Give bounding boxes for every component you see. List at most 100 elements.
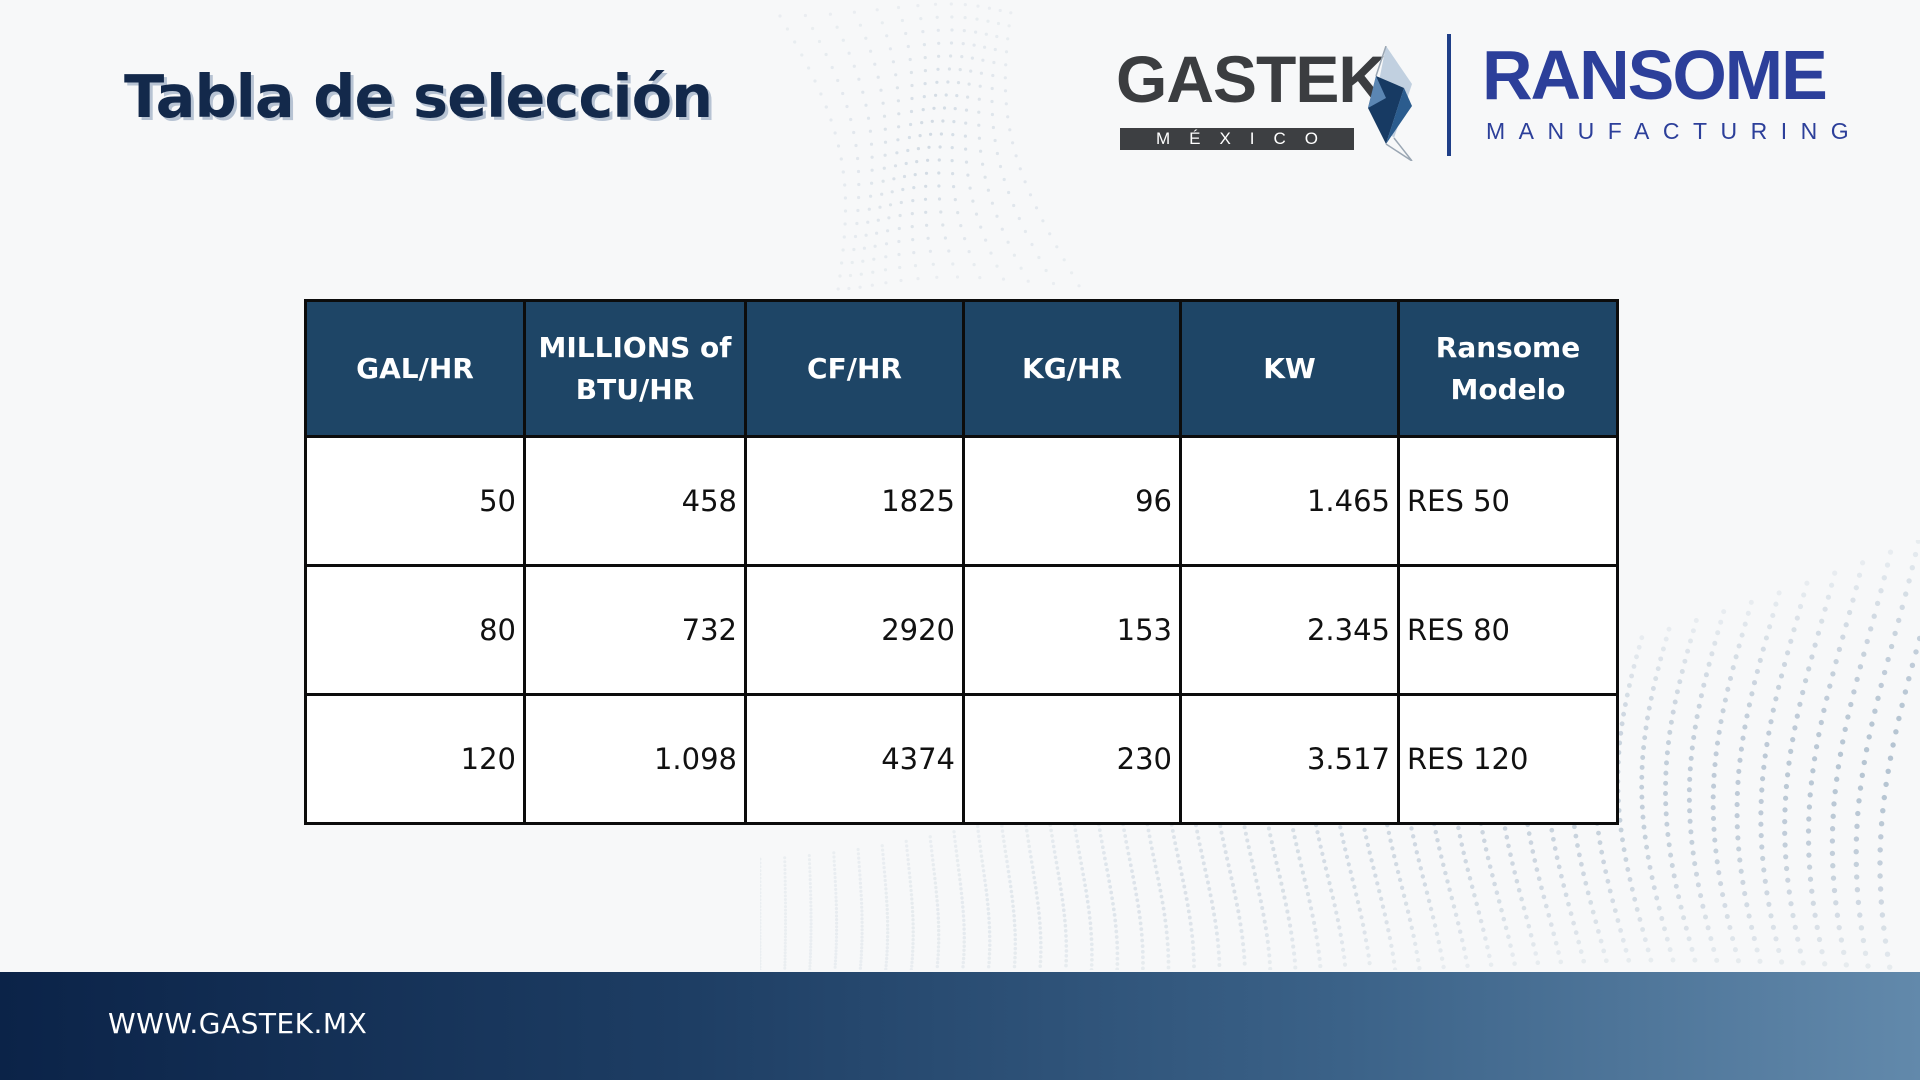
- decorative-dot: [1279, 881, 1284, 886]
- decorative-dot: [1325, 873, 1330, 878]
- decorative-dot: [1213, 918, 1218, 923]
- decorative-dot: [1913, 649, 1919, 655]
- decorative-dot: [1001, 277, 1006, 281]
- decorative-dot: [1869, 721, 1875, 727]
- decorative-dot: [905, 853, 910, 857]
- decorative-dot: [992, 60, 996, 65]
- decorative-dot: [1288, 923, 1293, 928]
- decorative-dot: [1465, 867, 1471, 873]
- decorative-dot: [860, 920, 864, 924]
- decorative-dot: [979, 225, 983, 229]
- decorative-dot: [859, 897, 863, 901]
- decorative-dot: [1766, 730, 1772, 736]
- decorative-dot: [935, 960, 940, 965]
- decorative-dot: [937, 928, 941, 933]
- decorative-dot: [1688, 755, 1694, 761]
- decorative-dot: [882, 870, 887, 874]
- decorative-dot: [870, 168, 874, 172]
- decorative-dot: [910, 212, 914, 216]
- decorative-dot: [833, 883, 838, 888]
- decorative-dot: [1029, 860, 1034, 864]
- decorative-dot: [1112, 913, 1117, 917]
- decorative-dot: [996, 21, 1001, 26]
- decorative-dot: [970, 56, 974, 60]
- decorative-dot: [1467, 876, 1473, 881]
- decorative-dot: [1390, 951, 1395, 956]
- decorative-dot: [1688, 638, 1693, 644]
- decorative-dot: [1149, 846, 1154, 851]
- decorative-dot: [1686, 936, 1692, 942]
- decorative-dot: [1645, 947, 1651, 953]
- decorative-dot: [911, 934, 915, 938]
- decorative-dot: [957, 873, 961, 877]
- decorative-dot: [1503, 925, 1509, 931]
- decorative-dot: [1089, 968, 1094, 970]
- decorative-dot: [1163, 918, 1168, 923]
- decorative-dot: [896, 99, 900, 103]
- decorative-dot: [1063, 923, 1068, 928]
- cell-kw: 3.517: [1179, 693, 1400, 825]
- decorative-dot: [1235, 902, 1239, 907]
- decorative-dot: [897, 252, 901, 257]
- decorative-dot: [935, 275, 939, 279]
- decorative-dot: [988, 939, 992, 943]
- decorative-dot: [834, 907, 838, 911]
- decorative-dot: [809, 942, 813, 946]
- decorative-dot: [890, 190, 894, 194]
- decorative-dot: [954, 844, 958, 848]
- decorative-dot: [1403, 901, 1409, 906]
- cell-ransome-modelo: RES 80: [1397, 564, 1619, 696]
- decorative-dot: [783, 875, 787, 879]
- decorative-dot: [1885, 768, 1891, 774]
- decorative-dot: [885, 953, 889, 957]
- decorative-dot: [1834, 776, 1840, 782]
- decorative-dot: [1006, 240, 1010, 244]
- decorative-dot: [1718, 881, 1724, 887]
- decorative-dot: [911, 922, 915, 926]
- decorative-dot: [1694, 714, 1700, 720]
- decorative-dot: [1734, 824, 1740, 830]
- decorative-dot: [1687, 818, 1693, 824]
- decorative-dot: [974, 212, 979, 216]
- decorative-dot: [1548, 922, 1554, 927]
- decorative-dot: [783, 960, 787, 964]
- decorative-dot: [857, 860, 861, 864]
- decorative-dot: [1457, 929, 1463, 934]
- decorative-dot: [834, 949, 838, 953]
- decorative-dot: [941, 223, 945, 227]
- decorative-dot: [1621, 711, 1627, 717]
- decorative-dot: [859, 885, 863, 889]
- decorative-dot: [918, 134, 922, 138]
- decorative-dot: [883, 127, 887, 131]
- decorative-dot: [1012, 203, 1016, 208]
- decorative-dot: [1038, 955, 1043, 959]
- decorative-dot: [836, 287, 840, 291]
- decorative-dot: [847, 51, 851, 55]
- decorative-dot: [1618, 827, 1624, 833]
- decorative-dot: [933, 2, 938, 6]
- decorative-dot: [1663, 811, 1669, 817]
- decorative-dot: [1636, 644, 1642, 650]
- decorative-dot: [1681, 915, 1687, 921]
- decorative-dot: [1641, 824, 1647, 830]
- decorative-dot: [1740, 879, 1746, 885]
- decorative-dot: [1601, 859, 1606, 865]
- decorative-dot: [1268, 833, 1273, 838]
- decorative-dot: [1012, 914, 1016, 918]
- decorative-dot: [922, 95, 926, 99]
- decorative-dot: [1623, 947, 1629, 953]
- decorative-dot: [1649, 875, 1655, 881]
- decorative-dot: [1214, 925, 1219, 930]
- decorative-dot: [1025, 828, 1029, 833]
- decorative-dot: [809, 932, 813, 936]
- decorative-dot: [981, 869, 986, 873]
- decorative-dot: [1709, 651, 1715, 657]
- footer-website-link[interactable]: WWW.GASTEK.MX: [108, 1007, 368, 1040]
- decorative-dot: [1864, 638, 1870, 645]
- decorative-dot: [1744, 902, 1750, 908]
- decorative-dot: [1751, 680, 1758, 686]
- decorative-dot: [1807, 792, 1813, 798]
- decorative-dot: [834, 895, 838, 899]
- decorative-dot: [1137, 910, 1141, 914]
- decorative-dot: [955, 854, 959, 858]
